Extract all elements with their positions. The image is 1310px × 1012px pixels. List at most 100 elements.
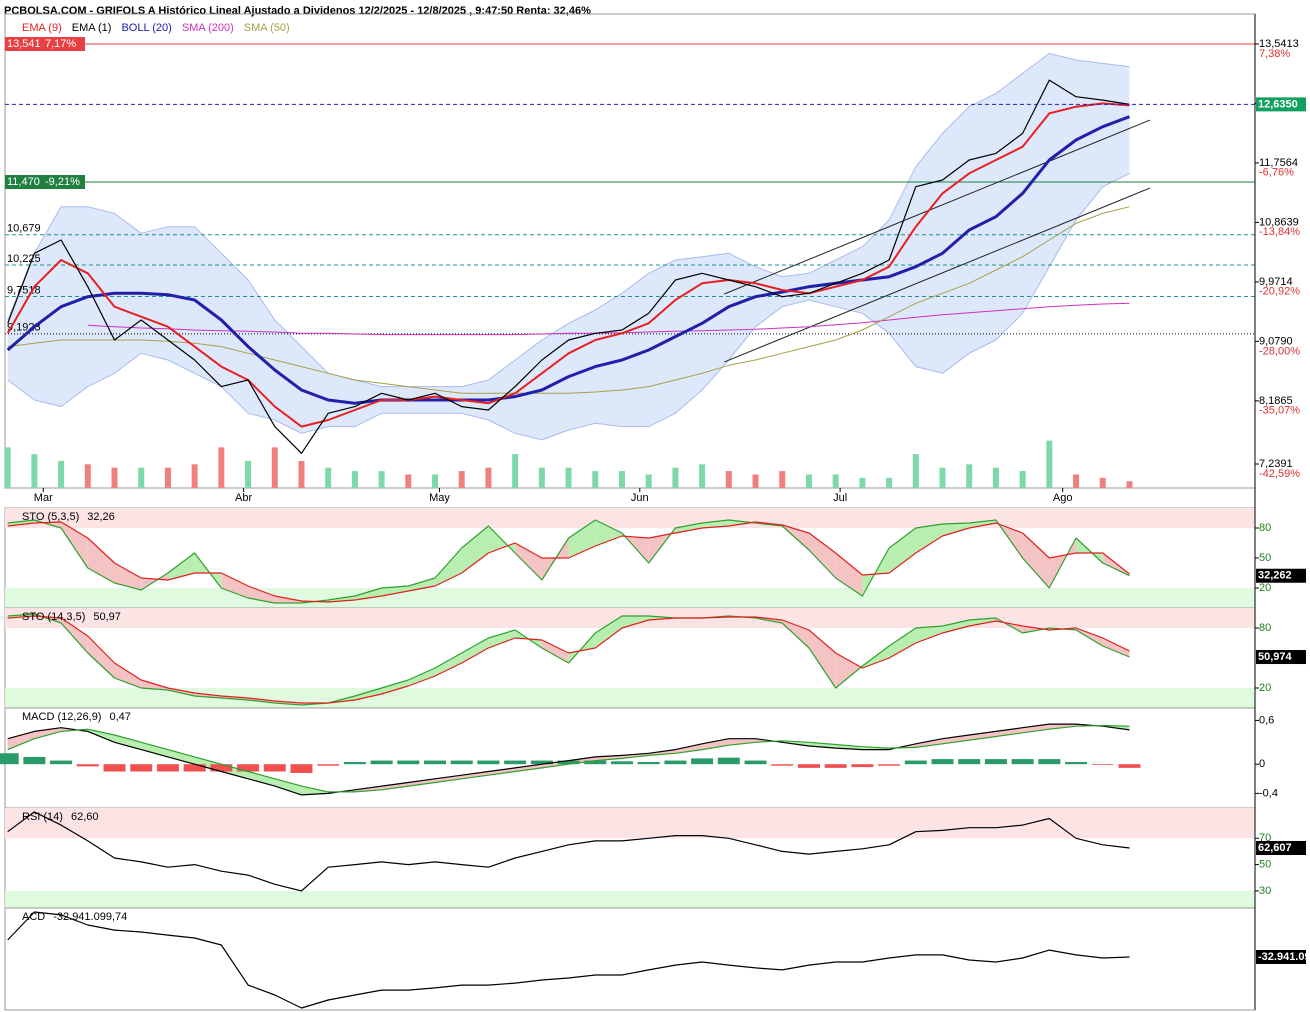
volume-bar	[1099, 477, 1106, 488]
volume-bar	[485, 467, 492, 488]
volume-bar	[592, 471, 599, 488]
volume-bar	[699, 464, 706, 488]
line-fill	[248, 771, 275, 787]
line-fill	[114, 563, 142, 590]
line-fill	[381, 782, 409, 790]
line-fill	[141, 742, 168, 757]
line-fill	[461, 638, 489, 663]
y-tick-label: 13,5413	[1259, 38, 1299, 50]
histogram-bar	[1118, 764, 1141, 768]
panel-title: STO (5,3,5)	[22, 511, 79, 523]
y2-tick-label: -6,76%	[1259, 167, 1294, 179]
last-value-label: 12,6350	[1258, 98, 1298, 110]
y2-tick-label: 7,38%	[1259, 48, 1290, 60]
series-line	[7, 79, 1130, 454]
histogram-bar	[610, 761, 633, 765]
level-note: 7,17%	[45, 38, 76, 50]
last-value-badge	[1256, 568, 1306, 583]
line-fill	[381, 680, 409, 694]
panel-value: 62,60	[71, 811, 99, 823]
panel-title: MACD (12,26,9)	[22, 711, 101, 723]
y-tick-label: 9,9714	[1259, 276, 1293, 288]
line-fill	[488, 630, 516, 648]
volume-bar	[1019, 471, 1026, 488]
line-fill	[61, 618, 88, 653]
volume-bar	[31, 454, 38, 488]
histogram-bar	[958, 759, 981, 765]
line-fill	[461, 526, 489, 573]
x-tick-label: Jun	[631, 492, 649, 504]
histogram-bar	[691, 758, 714, 765]
y-tick-label: 50	[1259, 552, 1271, 564]
line-fill	[61, 522, 88, 568]
y-tick-label: 9,0790	[1259, 335, 1293, 347]
series-line	[6, 102, 1130, 428]
panel-value: -32.941.099,74	[53, 911, 127, 923]
histogram-bar	[370, 760, 393, 765]
line-fill	[354, 688, 382, 700]
y-tick-label: 80	[1259, 622, 1271, 634]
series-line	[7, 519, 1130, 604]
volume-bar	[805, 474, 812, 488]
y-tick-label: 7,2391	[1259, 458, 1293, 470]
volume-bar	[138, 467, 145, 488]
volume-bar	[538, 467, 545, 488]
volume-bar	[645, 474, 652, 488]
line-fill	[942, 735, 970, 744]
line-fill	[515, 543, 542, 580]
volume-bar	[992, 467, 999, 488]
line-fill	[621, 616, 649, 628]
x-tick-label: Abr	[235, 492, 252, 504]
last-value-label: 62,607	[1258, 842, 1292, 854]
series-line	[6, 115, 1131, 405]
series-line	[7, 811, 1130, 892]
line-fill	[435, 548, 462, 586]
x-tick-label: Mar	[34, 492, 53, 504]
y-tick-label: 0	[1259, 758, 1265, 770]
legend-item: BOLL (20)	[121, 22, 171, 34]
panel-frame	[4, 907, 1256, 1011]
line-fill	[995, 727, 1023, 737]
histogram-bar	[130, 764, 153, 772]
panel-value: 0,47	[109, 711, 130, 723]
histogram-bar	[397, 760, 420, 765]
histogram-bar	[1091, 764, 1114, 765]
volume-bar	[432, 474, 439, 488]
line-fill	[381, 586, 409, 596]
series-line	[87, 302, 1130, 336]
line-fill	[835, 553, 863, 596]
legend-item: EMA (9)	[22, 22, 62, 34]
volume-bar	[1073, 474, 1080, 488]
line-fill	[274, 778, 302, 795]
line-fill	[408, 578, 436, 591]
line-fill	[942, 620, 970, 633]
volume-bar	[191, 464, 198, 488]
bollinger-upper	[7, 52, 1130, 388]
line-fill	[915, 626, 943, 643]
histogram-bar	[824, 764, 847, 768]
line-fill	[114, 735, 142, 750]
y-tick-label: 11,7564	[1259, 157, 1298, 169]
y-tick-label: 0,6	[1259, 714, 1274, 726]
volume-bar	[111, 467, 118, 488]
level-label: 11,470	[7, 176, 40, 188]
y-tick-label: 20	[1259, 682, 1271, 694]
level-label: 9,1923	[7, 322, 41, 334]
histogram-bar	[450, 760, 473, 765]
series-line	[7, 723, 1130, 796]
level-label: 13,541	[7, 38, 41, 50]
histogram-bar	[530, 760, 553, 765]
line-fill	[435, 653, 462, 676]
volume-bar	[939, 467, 946, 488]
volume-bar	[458, 471, 465, 488]
line-fill	[702, 738, 729, 750]
line-fill	[7, 731, 35, 750]
y-tick-label: 8,1865	[1259, 395, 1293, 407]
histogram-bar	[290, 764, 313, 773]
volume-bar	[4, 447, 11, 488]
series-line	[7, 615, 1130, 704]
volume-bar	[672, 467, 679, 488]
volume-bar	[1046, 440, 1053, 488]
line-fill	[1022, 724, 1050, 733]
